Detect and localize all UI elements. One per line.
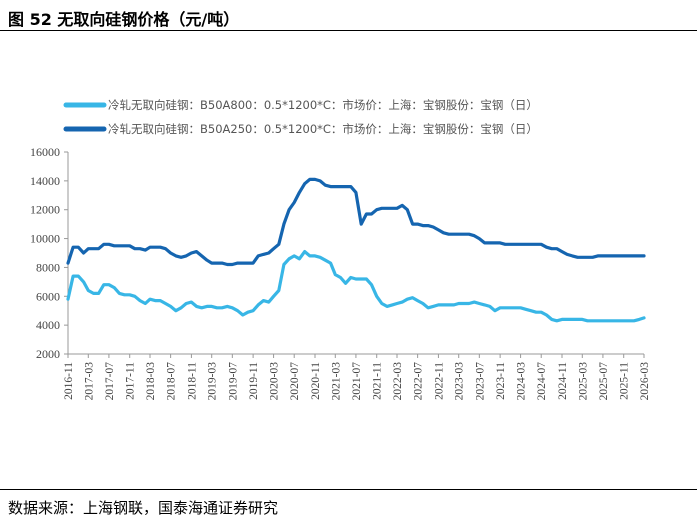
y-tick-labels: 16000 14000 12000 10000 8000 6000 4000 2000 bbox=[30, 145, 60, 361]
x-tick-label: 2017-03 bbox=[83, 362, 95, 401]
x-tick-label: 2021-03 bbox=[330, 362, 342, 401]
x-tick-label: 2021-07 bbox=[351, 362, 363, 401]
legend-label: 冷轧无取向硅钢：B50A800：0.5*1200*C：市场价：上海：宝钢股份：宝… bbox=[108, 98, 538, 112]
series-line-b50a250 bbox=[66, 177, 646, 267]
y-tick-label: 4000 bbox=[36, 318, 60, 332]
x-tick-label: 2019-07 bbox=[227, 362, 239, 401]
x-tick-label: 2018-11 bbox=[186, 362, 198, 400]
x-tick-label: 2025-03 bbox=[577, 362, 589, 401]
x-tick-label: 2021-11 bbox=[372, 362, 384, 400]
bottom-divider bbox=[0, 489, 697, 490]
x-tick-label: 2022-11 bbox=[433, 362, 445, 400]
x-tick-label: 2026-03 bbox=[639, 362, 651, 401]
x-tick-label: 2020-03 bbox=[269, 362, 281, 401]
y-tick-label: 10000 bbox=[30, 232, 60, 246]
source-note: 数据来源：上海钢联，国泰海通证券研究 bbox=[8, 499, 279, 517]
x-tick-labels: 2016-11 2017-03 2017-07 2017-11 2018-03 2018-… bbox=[63, 362, 651, 401]
series-lines bbox=[66, 177, 646, 323]
x-tick-label: 2020-07 bbox=[289, 362, 301, 401]
y-tick-label: 6000 bbox=[36, 289, 60, 303]
x-tick-label: 2023-11 bbox=[495, 362, 507, 400]
chart-axes bbox=[64, 151, 645, 358]
y-tick-label: 12000 bbox=[30, 203, 60, 217]
x-tick-label: 2016-11 bbox=[63, 362, 75, 400]
y-tick-label: 16000 bbox=[30, 145, 60, 159]
x-tick-label: 2025-07 bbox=[598, 362, 610, 401]
x-tick-label: 2019-03 bbox=[207, 362, 219, 401]
figure-title: 图 52 无取向硅钢价格（元/吨） bbox=[8, 10, 240, 29]
x-tick-label: 2023-03 bbox=[454, 362, 466, 401]
x-tick-label: 2022-03 bbox=[392, 362, 404, 401]
x-tick-label: 2024-11 bbox=[557, 362, 569, 400]
legend: 冷轧无取向硅钢：B50A800：0.5*1200*C：市场价：上海：宝钢股份：宝… bbox=[63, 98, 538, 136]
x-tick-label: 2022-07 bbox=[413, 362, 425, 401]
top-divider bbox=[0, 30, 697, 31]
x-tick-label: 2018-07 bbox=[166, 362, 178, 401]
y-tick-label: 2000 bbox=[36, 347, 60, 361]
series-line-b50a800 bbox=[66, 250, 646, 323]
x-tick-label: 2018-03 bbox=[145, 362, 157, 401]
x-tick-label: 2017-07 bbox=[104, 362, 116, 401]
y-tick-label: 8000 bbox=[36, 260, 60, 274]
legend-label: 冷轧无取向硅钢：B50A250：0.5*1200*C：市场价：上海：宝钢股份：宝… bbox=[108, 122, 538, 136]
x-tick-label: 2025-11 bbox=[619, 362, 631, 400]
y-tick-label: 14000 bbox=[30, 174, 60, 188]
x-tick-label: 2019-11 bbox=[248, 362, 260, 400]
x-tick-label: 2024-07 bbox=[536, 362, 548, 401]
x-tick-label: 2023-07 bbox=[474, 362, 486, 401]
x-tick-label: 2024-03 bbox=[516, 362, 528, 401]
x-tick-label: 2017-11 bbox=[125, 362, 137, 400]
x-tick-label: 2020-11 bbox=[310, 362, 322, 400]
